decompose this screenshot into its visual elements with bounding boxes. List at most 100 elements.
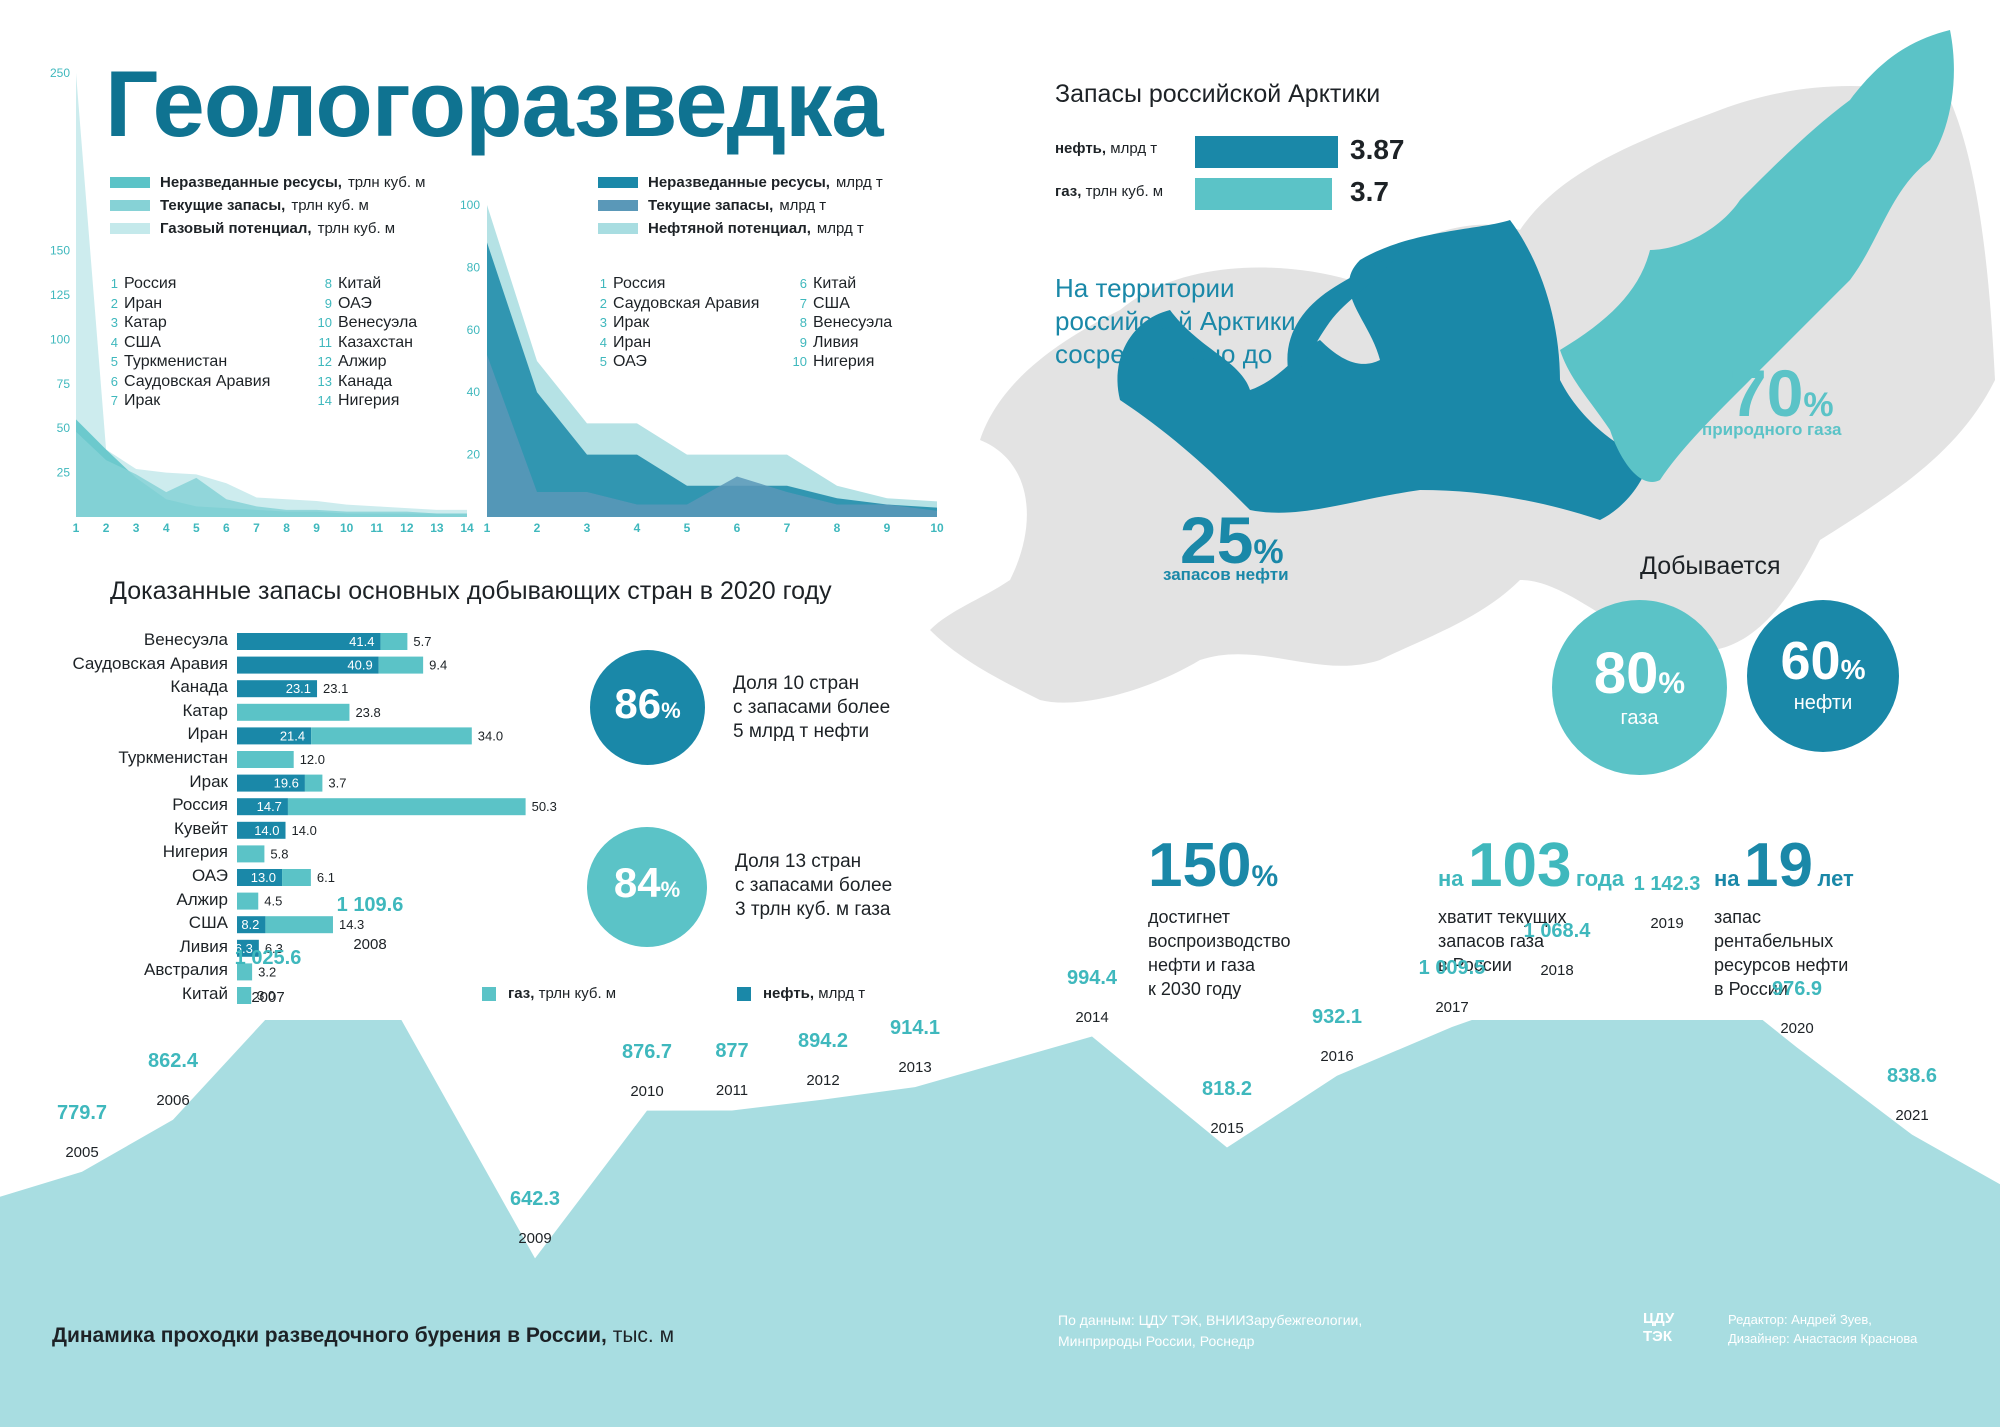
drilling-area	[0, 1020, 2000, 1427]
credits: Редактор: Андрей Зуев, Дизайнер: Анастаси…	[1728, 1312, 1918, 1346]
x-tick-label: 4	[163, 521, 170, 535]
cdu-tek-logo: ЦДУ ТЭК	[1643, 1310, 1675, 1345]
oil-bar-label: 41.4	[349, 634, 374, 649]
extracted-title: Добывается	[1640, 552, 1781, 580]
bar-legend-oil: нефть, млрд т	[737, 985, 865, 1002]
gas-bar	[237, 963, 253, 981]
arctic-gas-bar	[1195, 178, 1332, 210]
y-tick-label: 50	[57, 421, 71, 435]
drill-value-label: 1 068.4	[1523, 919, 1591, 942]
oil-bar-label: 19.6	[274, 776, 299, 791]
gas-bar-label: 9.4	[429, 658, 447, 673]
x-tick-label: 10	[340, 521, 354, 535]
bar-category-label: ОАЭ	[191, 866, 228, 885]
west-arctic-region	[1117, 220, 1650, 520]
x-tick-label: 10	[930, 521, 944, 535]
arctic-gas-pct-label: природного газа	[1702, 420, 1842, 439]
gas-bar-label: 4.5	[264, 894, 282, 909]
x-tick-label: 1	[73, 521, 80, 535]
x-tick-label: 11	[370, 521, 383, 535]
share-oil-text: Доля 10 стран с запасами более 5 млрд т не…	[733, 673, 891, 742]
country-list-item: 6 Саудовская Аравия	[110, 372, 271, 390]
oil-bar	[237, 656, 379, 674]
gas-bar-label: 3.2	[258, 964, 276, 979]
drill-year-label: 2013	[898, 1059, 932, 1077]
gas-bar-label: 3.7	[328, 776, 346, 791]
country-list-item: 8 Китай	[324, 275, 382, 292]
bar-category-label: Ливия	[179, 936, 228, 956]
oil-bar	[237, 680, 318, 698]
arctic-oil-pct: 25%	[1180, 503, 1284, 577]
y-tick-label: 40	[467, 385, 481, 399]
x-tick-label: 6	[223, 521, 230, 535]
y-tick-label: 250	[50, 66, 70, 80]
drilling-area-chart	[0, 1020, 2000, 1427]
x-tick-label: 4	[634, 521, 641, 535]
drill-value-label: 1 025.6	[234, 946, 302, 969]
x-tick-label: 8	[834, 521, 841, 535]
gas-bar	[237, 845, 265, 863]
share-gas-circle: 84%	[587, 827, 707, 947]
drill-value-label: 994.4	[1066, 966, 1118, 989]
oil-bar-label: 13.0	[251, 870, 276, 885]
y-tick-label: 60	[467, 323, 481, 337]
gas-bar	[378, 656, 424, 674]
oil-bar	[237, 774, 305, 792]
drill-year-label: 2016	[1320, 1047, 1354, 1065]
drill-value-label: 838.6	[1886, 1064, 1938, 1087]
country-list-item: 9 ОАЭ	[324, 294, 372, 312]
oil-bar-label: 8.2	[241, 917, 259, 932]
bar-category-label: Алжир	[176, 889, 228, 909]
legend-swatch	[110, 177, 150, 188]
bar-category-label: Нигерия	[162, 842, 228, 862]
gas-bar-label: 14.3	[339, 917, 364, 932]
oil-bar	[237, 821, 286, 839]
y-tick-label: 75	[57, 377, 71, 391]
drill-year-label: 2012	[806, 1071, 840, 1089]
country-list-item: 10 Венесуэла	[317, 314, 418, 331]
drill-year-label: 2018	[1540, 961, 1574, 979]
oil-bar-end-label: 23.1	[323, 681, 348, 696]
oil-bar-label: 14.7	[257, 799, 282, 814]
arctic-oil-pct-label: запасов нефти	[1163, 565, 1289, 584]
y-tick-label: 100	[50, 332, 70, 346]
country-list-item: 13 Канада	[317, 372, 393, 390]
y-tick-label: 150	[50, 244, 70, 258]
gas-bar	[304, 774, 323, 792]
country-list-item: 3 Катар	[110, 314, 167, 331]
drill-year-label: 2021	[1895, 1106, 1929, 1124]
drill-year-label: 2011	[715, 1082, 749, 1100]
bar-category-label: Ирак	[189, 771, 228, 791]
bar-category-label: Кувейт	[174, 818, 228, 838]
drill-year-label: 2006	[156, 1091, 190, 1109]
bar-category-label: Китай	[182, 984, 228, 1003]
country-list-item: 2 Саудовская Аравия	[599, 294, 760, 312]
oil-bar-label: 23.1	[286, 681, 311, 696]
gas-bar	[265, 916, 333, 934]
gas-bar-label: 6.1	[317, 870, 335, 885]
y-tick-label: 25	[57, 466, 71, 480]
country-list-item: 11 Казахстан	[318, 333, 413, 351]
area-series	[76, 431, 467, 517]
arctic-oil-label: нефть, млрд т	[1055, 140, 1158, 157]
country-list-item: 7 Ирак	[110, 392, 161, 409]
legend-swatch	[598, 200, 638, 211]
arctic-gas-pct: 70%	[1730, 356, 1834, 430]
x-tick-label: 6	[734, 521, 741, 535]
reserves-bar-chart: 41.4 5.7 40.9 9.4 23.1 23.1 23.8 21.4 34.0 12.019…	[235, 633, 557, 1004]
drill-value-label: 862.4	[147, 1049, 199, 1072]
x-tick-label: 12	[400, 521, 414, 535]
x-tick-label: 1	[484, 521, 491, 535]
country-list-item: 14 Нигерия	[317, 392, 400, 409]
drill-year-label: 2005	[65, 1143, 99, 1161]
bar-category-label: Канада	[170, 677, 228, 697]
x-tick-label: 3	[584, 521, 591, 535]
legend-swatch	[110, 200, 150, 211]
stat-gas-years: на 103 года хватит текущих запасов газа в …	[1438, 831, 1625, 975]
arctic-text: На территории российской Арктики сосредо…	[1055, 273, 1296, 369]
x-tick-label: 9	[313, 521, 320, 535]
arctic-gas-value: 3.7	[1350, 176, 1389, 207]
area-series	[487, 205, 937, 517]
drill-value-label: 818.2	[1201, 1077, 1253, 1100]
bar-category-label: Россия	[172, 795, 228, 815]
